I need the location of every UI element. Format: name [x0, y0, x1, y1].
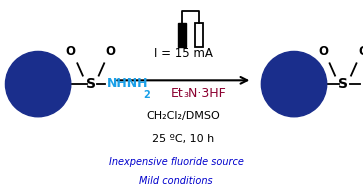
Text: CH₂Cl₂/DMSO: CH₂Cl₂/DMSO [146, 111, 220, 121]
Text: 25 ºC, 10 h: 25 ºC, 10 h [152, 134, 215, 144]
Text: O: O [318, 45, 328, 57]
Text: O: O [106, 45, 116, 57]
Text: O: O [66, 45, 76, 57]
Text: I = 15 mA: I = 15 mA [154, 46, 213, 60]
Text: O: O [358, 45, 363, 57]
Bar [178, 23, 186, 47]
Ellipse shape [5, 51, 71, 117]
Text: 2: 2 [143, 90, 150, 99]
Text: Et: Et [171, 87, 183, 100]
Text: Mild conditions: Mild conditions [139, 177, 213, 186]
Ellipse shape [261, 51, 327, 117]
Text: S: S [86, 77, 96, 91]
Text: S: S [338, 77, 348, 91]
Text: Inexpensive fluoride source: Inexpensive fluoride source [109, 157, 244, 167]
Text: ₃N·3HF: ₃N·3HF [183, 87, 226, 100]
Text: NHNH: NHNH [107, 77, 148, 90]
